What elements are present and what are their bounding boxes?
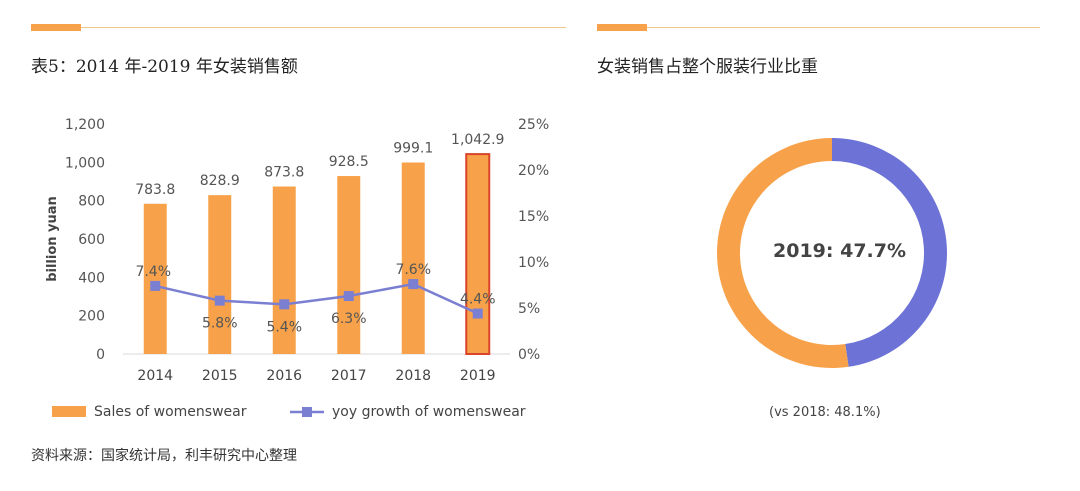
legend-swatch-sales xyxy=(52,406,86,417)
growth-marker xyxy=(150,280,161,291)
donut-slice-other xyxy=(717,138,849,368)
sales-combo-chart: 0 200 400 600 800 1,000 1,200 0% 5% 10% 15% 20% 25% b… xyxy=(45,117,549,420)
y-left-tick-label: 1,200 xyxy=(65,117,105,133)
left-panel-title: 表5：2014 年-2019 年女装销售额 xyxy=(31,57,298,77)
y-axis-title: billion yuan xyxy=(45,196,60,282)
share-donut-chart xyxy=(717,138,947,368)
right-panel-title: 女装销售占整个服装行业比重 xyxy=(597,57,818,77)
donut-center-label: 2019: 47.7% xyxy=(773,240,907,262)
growth-value-label: 7.4% xyxy=(135,264,171,280)
growth-marker xyxy=(279,299,290,310)
y-right-tick-label: 0% xyxy=(518,347,540,363)
bar xyxy=(401,162,425,354)
y-left-tick-label: 400 xyxy=(78,270,105,286)
right-header-rule xyxy=(597,27,1040,28)
legend-marker-growth xyxy=(302,407,312,417)
bar xyxy=(208,195,232,354)
left-header-accent xyxy=(31,24,81,31)
legend-label-growth: yoy growth of womenswear xyxy=(332,404,526,420)
left-header-rule xyxy=(31,27,566,28)
growth-value-label: 4.4% xyxy=(460,292,496,308)
y-left-tick-label: 600 xyxy=(78,232,105,248)
growth-value-label: 5.4% xyxy=(266,319,302,335)
growth-line xyxy=(154,282,479,315)
x-tick-label: 2017 xyxy=(331,368,367,384)
bar xyxy=(337,176,361,354)
y-left-tick-label: 200 xyxy=(78,309,105,325)
y-right-tick-label: 15% xyxy=(518,209,549,225)
x-tick-label: 2015 xyxy=(202,368,238,384)
source-note: 资料来源：国家统计局，利丰研究中心整理 xyxy=(31,448,297,464)
x-tick-label: 2019 xyxy=(460,368,496,384)
y-left-tick-label: 0 xyxy=(96,347,105,363)
donut-comparison-note: (vs 2018: 48.1%) xyxy=(769,405,881,420)
bar-value-label: 828.9 xyxy=(200,173,240,189)
x-tick-label: 2018 xyxy=(395,368,431,384)
x-tick-label: 2016 xyxy=(266,368,302,384)
y-right-tick-label: 5% xyxy=(518,301,540,317)
growth-marker xyxy=(472,308,483,319)
bar xyxy=(143,203,167,354)
bar-value-label: 783.8 xyxy=(135,182,175,198)
bar-value-label: 1,042.9 xyxy=(451,132,504,148)
growth-marker xyxy=(214,295,225,306)
growth-value-label: 7.6% xyxy=(395,262,431,278)
y-left-tick-label: 800 xyxy=(78,194,105,210)
y-right-tick-label: 20% xyxy=(518,163,549,179)
right-header-accent xyxy=(597,24,647,31)
growth-marker xyxy=(343,291,354,302)
x-tick-label: 2014 xyxy=(137,368,173,384)
growth-value-label: 6.3% xyxy=(331,311,367,327)
growth-marker xyxy=(408,279,419,290)
y-left-tick-label: 1,000 xyxy=(65,155,105,171)
bar-value-label: 928.5 xyxy=(329,154,369,170)
y-right-tick-label: 25% xyxy=(518,117,549,133)
donut-slice-womenswear xyxy=(832,138,947,367)
bar-value-label: 873.8 xyxy=(264,165,304,181)
bar-highlight xyxy=(465,153,491,355)
legend-label-sales: Sales of womenswear xyxy=(94,404,247,420)
bar xyxy=(272,186,296,354)
growth-value-label: 5.8% xyxy=(202,316,238,332)
y-right-tick-label: 10% xyxy=(518,255,549,271)
bar-value-label: 999.1 xyxy=(393,141,433,157)
